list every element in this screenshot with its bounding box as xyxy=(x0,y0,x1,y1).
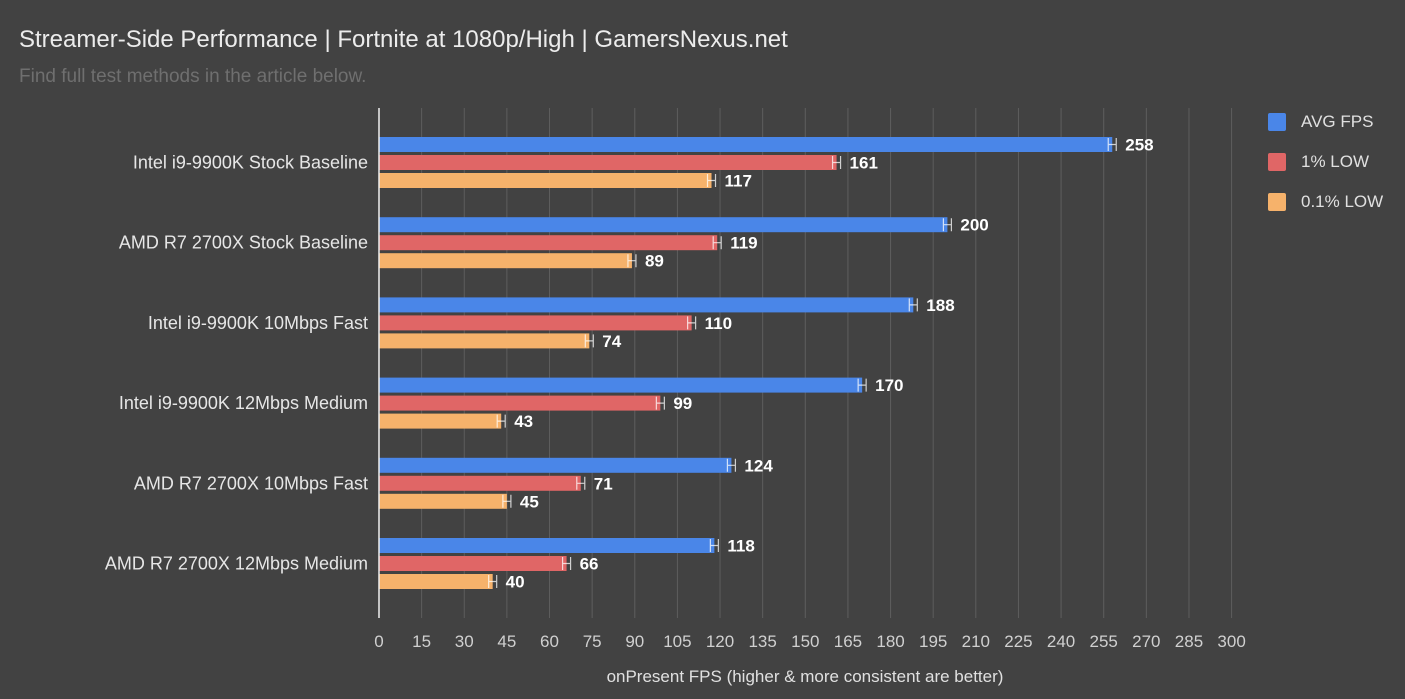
bar xyxy=(379,556,567,571)
data-label: 66 xyxy=(580,555,599,574)
bar xyxy=(379,297,914,313)
x-tick-label: 45 xyxy=(497,632,516,651)
x-tick-label: 165 xyxy=(834,632,862,651)
data-label: 124 xyxy=(744,456,773,475)
x-tick-label: 0 xyxy=(374,632,383,651)
bar xyxy=(379,413,502,429)
bar xyxy=(379,253,632,269)
data-label: 99 xyxy=(673,394,692,413)
data-label: 200 xyxy=(960,216,988,235)
x-tick-label: 15 xyxy=(412,632,431,651)
legend-swatch xyxy=(1268,193,1286,211)
data-label: 117 xyxy=(725,172,752,191)
x-tick-label: 75 xyxy=(583,632,602,651)
bar xyxy=(379,137,1113,152)
data-label: 40 xyxy=(506,573,525,592)
legend: AVG FPS 1% LOW 0.1% LOW xyxy=(1268,112,1383,232)
error-bar xyxy=(496,414,506,428)
bar xyxy=(379,377,863,393)
chart-title: Streamer-Side Performance | Fortnite at … xyxy=(19,26,788,53)
bar xyxy=(379,333,590,349)
x-tick-label: 225 xyxy=(1004,632,1032,651)
data-label: 258 xyxy=(1125,136,1153,155)
legend-item-1-low: 1% LOW xyxy=(1268,152,1383,172)
error-bar xyxy=(908,298,918,312)
gridlines xyxy=(421,108,1233,618)
legend-item-0-1-low: 0.1% LOW xyxy=(1268,192,1383,212)
x-tick-label: 285 xyxy=(1175,632,1203,651)
data-label: 188 xyxy=(926,296,954,315)
error-bar xyxy=(706,174,717,187)
axes: 0 15 30 45 60 75 90 105 120 135 150 165 180 195 210 225… xyxy=(105,108,1246,651)
error-bar xyxy=(488,575,498,588)
bar xyxy=(379,315,692,331)
x-tick-label: 120 xyxy=(706,632,734,651)
category-label: Intel i9-9900K 10Mbps Fast xyxy=(148,313,368,333)
error-bar xyxy=(712,236,722,250)
data-label: 89 xyxy=(645,252,664,271)
chart-subtitle: Find full test methods in the article be… xyxy=(19,66,367,87)
error-bar xyxy=(627,254,637,268)
error-bar xyxy=(1107,138,1117,151)
legend-label: 1% LOW xyxy=(1301,152,1370,171)
data-label: 161 xyxy=(850,154,878,173)
data-labels: 258 161 117 200 119 89 188 110 74 170 99 43 124 71 45 1… xyxy=(506,136,1154,592)
data-label: 119 xyxy=(730,234,757,253)
data-label: 118 xyxy=(727,537,754,556)
category-label: AMD R7 2700X Stock Baseline xyxy=(119,233,368,253)
x-tick-label: 270 xyxy=(1132,632,1160,651)
x-tick-label: 30 xyxy=(455,632,474,651)
error-bar xyxy=(576,476,586,490)
x-tick-label: 105 xyxy=(663,632,691,651)
x-tick-label: 240 xyxy=(1047,632,1075,651)
bar xyxy=(379,173,712,188)
category-label: Intel i9-9900K Stock Baseline xyxy=(133,153,368,173)
x-tick-label: 150 xyxy=(791,632,819,651)
x-tick-label: 210 xyxy=(962,632,990,651)
legend-swatch xyxy=(1268,153,1286,171)
bar xyxy=(379,395,661,411)
data-label: 45 xyxy=(520,492,539,511)
bar xyxy=(379,235,718,251)
error-bar xyxy=(831,156,842,169)
bar xyxy=(379,538,715,553)
bar xyxy=(379,475,581,491)
legend-label: AVG FPS xyxy=(1301,112,1374,131)
error-bar xyxy=(687,316,697,330)
error-bar xyxy=(857,378,867,392)
x-tick-label: 60 xyxy=(540,632,559,651)
data-label: 71 xyxy=(594,474,613,493)
error-bar xyxy=(709,539,719,552)
data-label: 43 xyxy=(514,412,533,431)
bar xyxy=(379,493,507,509)
bar-series xyxy=(379,137,1117,589)
bar xyxy=(379,574,493,589)
category-label: AMD R7 2700X 12Mbps Medium xyxy=(105,554,368,574)
error-bar xyxy=(655,396,665,410)
data-label: 110 xyxy=(705,314,732,333)
bar xyxy=(379,217,948,233)
data-label: 74 xyxy=(602,332,621,351)
x-tick-label: 195 xyxy=(919,632,947,651)
x-tick-label: 180 xyxy=(876,632,904,651)
x-axis-title: onPresent FPS (higher & more consistent … xyxy=(607,667,1004,686)
error-bar xyxy=(561,557,572,570)
x-tick-label: 90 xyxy=(625,632,644,651)
bar xyxy=(379,155,837,170)
legend-label: 0.1% LOW xyxy=(1301,192,1384,211)
data-label: 170 xyxy=(875,376,903,395)
legend-item-avg-fps: AVG FPS xyxy=(1268,112,1383,132)
legend-swatch xyxy=(1268,113,1286,131)
error-bar xyxy=(726,458,737,472)
category-label: AMD R7 2700X 10Mbps Fast xyxy=(134,473,368,493)
bar xyxy=(379,457,732,473)
category-label: Intel i9-9900K 12Mbps Medium xyxy=(119,393,368,413)
x-tick-label: 255 xyxy=(1090,632,1118,651)
error-bar xyxy=(942,218,952,232)
x-tick-label: 135 xyxy=(748,632,776,651)
error-bar xyxy=(502,494,512,508)
error-bar xyxy=(584,334,594,348)
x-tick-label: 300 xyxy=(1217,632,1245,651)
